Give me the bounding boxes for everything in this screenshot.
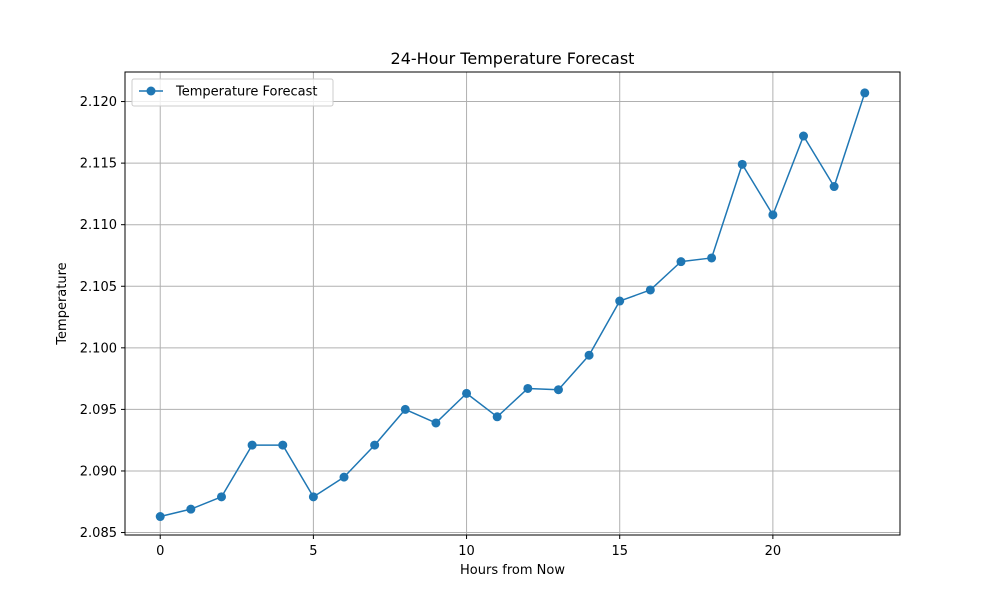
data-point: [523, 383, 533, 393]
data-point: [370, 440, 380, 450]
x-tick-label: 15: [611, 544, 628, 559]
y-tick-label: 2.085: [80, 526, 117, 541]
x-tick-label: 5: [309, 544, 317, 559]
x-tick-label: 0: [156, 544, 164, 559]
plot-frame: [124, 71, 901, 536]
data-point: [308, 492, 318, 502]
data-point: [400, 404, 410, 414]
data-point: [186, 504, 196, 514]
y-tick-label: 2.090: [80, 464, 117, 479]
data-point: [676, 257, 686, 267]
data-point: [278, 440, 288, 450]
data-point: [645, 285, 655, 295]
x-tick-label: 20: [765, 544, 782, 559]
data-point: [247, 440, 257, 450]
tick-layer: 0 5 10 15 20 2.085 2.090 2.095 2.100 2.105 2.110 2.…: [80, 95, 781, 559]
data-point: [462, 388, 472, 398]
x-axis-title: Hours from Now: [460, 563, 565, 578]
data-point: [431, 418, 441, 428]
data-point: [799, 131, 809, 141]
y-tick-label: 2.105: [80, 280, 117, 295]
y-tick-label: 2.115: [80, 157, 117, 172]
y-tick-label: 2.095: [80, 403, 117, 418]
data-point: [155, 512, 165, 522]
legend-marker-swatch: [146, 86, 156, 96]
legend-label: Temperature Forecast: [175, 85, 318, 100]
y-axis-title: Temperature: [55, 262, 70, 345]
series-layer: [155, 88, 870, 522]
data-point: [553, 385, 563, 395]
series-line: [160, 92, 866, 518]
y-tick-label: 2.100: [80, 341, 117, 356]
legend-box: [131, 78, 334, 107]
data-point: [829, 182, 839, 192]
data-point: [737, 159, 747, 169]
data-point: [615, 296, 625, 306]
legend: Temperature Forecast: [131, 78, 334, 107]
data-point: [492, 412, 502, 422]
data-point: [707, 253, 717, 263]
data-point: [584, 350, 594, 360]
data-point: [768, 210, 778, 220]
data-point: [339, 472, 349, 482]
y-tick-label: 2.120: [80, 95, 117, 110]
data-point: [216, 492, 226, 502]
data-point: [860, 88, 870, 98]
chart-title: 24-Hour Temperature Forecast: [391, 49, 635, 68]
y-tick-label: 2.110: [80, 218, 117, 233]
x-tick-label: 10: [458, 544, 475, 559]
grid-layer: [125, 72, 900, 535]
